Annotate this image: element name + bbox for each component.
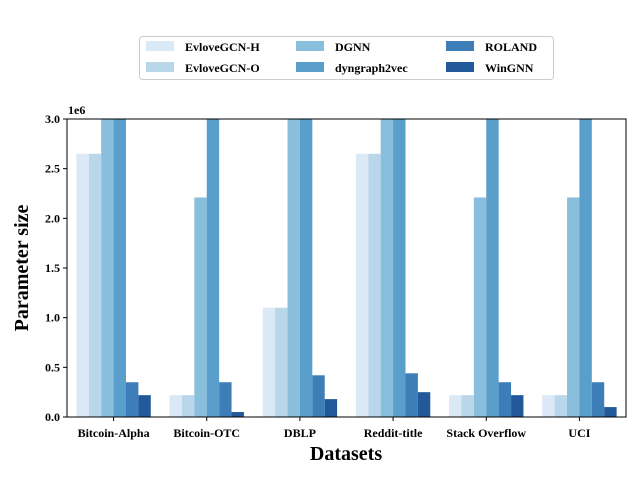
bar-evlovegcn-o-dblp: [275, 307, 288, 417]
bar-evlovegcn-o-bitcoin-otc: [181, 395, 195, 417]
bar-evlovegcn-o-uci: [554, 395, 568, 417]
legend-label: EvloveGCN-O: [185, 61, 260, 75]
y-tick-label: 2.0: [45, 211, 60, 225]
bar-dgnn-bitcoin-otc: [194, 197, 207, 417]
y-tick-label: 3.0: [45, 112, 60, 126]
x-tick-label: Stack Overflow: [446, 426, 526, 440]
plot-area: [66, 118, 627, 418]
bar-dgnn-stack-overflow: [473, 197, 487, 417]
y-offset-label: 1e6: [68, 103, 85, 117]
y-tick-label: 1.5: [45, 261, 60, 275]
bar-evlovegcn-h-stack-overflow: [449, 395, 462, 417]
bar-wingnn-reddit-title: [417, 392, 431, 417]
x-axis-title: Datasets: [310, 443, 382, 465]
plot-frame: [66, 118, 627, 418]
y-tick-label: 0.5: [45, 360, 60, 374]
bar-wingnn-stack-overflow: [511, 395, 524, 417]
bar-evlovegcn-h-bitcoin-otc: [169, 395, 182, 417]
bar-evlovegcn-o-reddit-title: [368, 153, 381, 417]
bar-dyngraph2vec-dblp: [299, 119, 313, 417]
legend-label: DGNN: [335, 40, 371, 54]
legend-swatch: [446, 62, 474, 72]
bar-roland-dblp: [312, 375, 325, 417]
x-tick-label: Bitcoin-OTC: [173, 426, 240, 440]
bar-wingnn-uci: [604, 407, 617, 417]
bar-dyngraph2vec-reddit-title: [393, 119, 406, 417]
bar-wingnn-bitcoin-otc: [231, 412, 244, 417]
bar-evlovegcn-h-dblp: [262, 307, 276, 417]
bar-dyngraph2vec-bitcoin-otc: [206, 119, 220, 417]
legend-swatch: [296, 41, 324, 51]
bar-roland-reddit-title: [405, 373, 418, 417]
legend-swatch: [146, 62, 174, 72]
bar-dyngraph2vec-stack-overflow: [486, 119, 499, 417]
bar-evlovegcn-h-bitcoin-alpha: [76, 153, 89, 417]
y-tick-label: 0.0: [45, 410, 60, 424]
bar-roland-bitcoin-otc: [219, 382, 232, 417]
legend-label: dyngraph2vec: [335, 61, 408, 75]
bar-evlovegcn-h-reddit-title: [355, 153, 369, 417]
legend-label: ROLAND: [485, 40, 537, 54]
y-axis-title: Parameter size: [11, 204, 33, 331]
bar-evlovegcn-h-uci: [542, 395, 555, 417]
bar-dyngraph2vec-bitcoin-alpha: [113, 119, 126, 417]
bar-dgnn-uci: [567, 197, 580, 417]
legend-label: EvloveGCN-H: [185, 40, 260, 54]
legend: EvloveGCN-H EvloveGCN-O DGNN dyngraph2vec RO…: [139, 36, 554, 80]
bar-dgnn-bitcoin-alpha: [101, 119, 114, 417]
y-axis: 0.0 0.5 1.0 1.5 2.0 2.5 3.0: [45, 112, 67, 424]
bar-wingnn-dblp: [324, 399, 338, 417]
x-tick-label: UCI: [568, 426, 590, 440]
bar-dyngraph2vec-uci: [579, 119, 592, 417]
bar-dgnn-reddit-title: [380, 119, 394, 417]
x-tick-label: Bitcoin-Alpha: [78, 426, 150, 440]
legend-swatch: [296, 62, 324, 72]
bar-roland-uci: [591, 382, 605, 417]
bar-roland-bitcoin-alpha: [125, 382, 139, 417]
bar-wingnn-bitcoin-alpha: [138, 395, 151, 417]
x-axis: Bitcoin-Alpha Bitcoin-OTC DBLP Reddit-title…: [78, 417, 591, 440]
legend-swatch: [446, 41, 474, 51]
bar-evlovegcn-o-stack-overflow: [461, 395, 474, 417]
legend-swatch: [146, 41, 174, 51]
x-tick-label: DBLP: [284, 426, 316, 440]
bar-dgnn-dblp: [287, 119, 300, 417]
bar-evlovegcn-o-bitcoin-alpha: [88, 153, 102, 417]
y-tick-label: 1.0: [45, 311, 60, 325]
legend-label: WinGNN: [485, 61, 534, 75]
bar-roland-stack-overflow: [498, 382, 512, 417]
y-tick-label: 2.5: [45, 162, 60, 176]
x-tick-label: Reddit-title: [364, 426, 423, 440]
